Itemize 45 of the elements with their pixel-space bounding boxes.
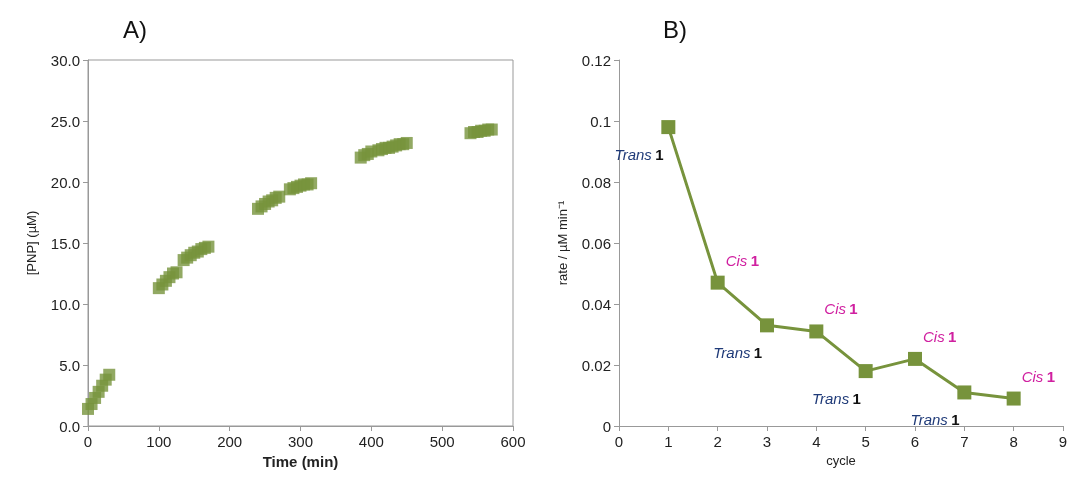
y-tick-label: 0.12 — [581, 51, 611, 69]
annotation: Trans 1 — [713, 344, 763, 362]
x-tick-label: 4 — [812, 433, 821, 450]
annotation: Cis 1 — [923, 327, 957, 345]
x-tick-label: 400 — [358, 433, 384, 450]
x-tick-label: 0 — [614, 433, 624, 450]
x-tick-label: 6 — [910, 433, 920, 450]
y-tick-label: 0.02 — [581, 356, 611, 374]
x-axis-title: cycle — [826, 453, 856, 468]
y-tick-label: 25.0 — [50, 112, 80, 130]
annotation: Cis 1 — [824, 300, 858, 318]
annotation: Trans 1 — [614, 146, 664, 164]
y-tick-label: 15.0 — [50, 234, 80, 252]
y-tick-label: 20.0 — [50, 173, 80, 191]
x-tick-label: 100 — [146, 433, 172, 450]
annotation: Cis 1 — [1021, 367, 1056, 385]
x-tick-label: 2 — [713, 433, 722, 450]
annotation: Trans 1 — [910, 411, 960, 429]
annotation: Trans 1 — [811, 390, 861, 408]
x-tick-label: 600 — [500, 433, 526, 450]
x-tick-label: 9 — [1058, 433, 1068, 450]
y-tick-label: 0.0 — [59, 417, 80, 435]
annotation: Cis 1 — [725, 251, 760, 269]
x-tick-label: 500 — [429, 433, 455, 450]
x-tick-label: 8 — [1009, 433, 1018, 450]
y-tick-label: 10.0 — [50, 295, 80, 313]
x-axis-title: Time (min) — [262, 453, 339, 470]
chart-title: A) — [123, 15, 147, 43]
x-tick-label: 3 — [762, 433, 772, 450]
y-axis-title: [PNP] (µM) — [24, 210, 39, 276]
y-tick-label: 0.1 — [590, 112, 611, 130]
x-tick-label: 300 — [287, 433, 314, 450]
y-axis-title: rate / µM min⁻¹ — [555, 200, 570, 286]
x-tick-label: 7 — [960, 433, 969, 450]
y-tick-label: 0.06 — [581, 234, 611, 252]
y-tick-label: 0 — [602, 417, 611, 435]
chart-title: B) — [663, 15, 687, 43]
x-tick-label: 200 — [217, 433, 243, 450]
x-tick-label: 5 — [861, 433, 870, 450]
y-tick-label: 0.08 — [581, 173, 611, 191]
x-tick-label: 1 — [664, 433, 673, 450]
x-tick-label: 0 — [83, 433, 93, 450]
y-tick-label: 5.0 — [59, 356, 80, 374]
y-tick-label: 0.04 — [581, 295, 611, 313]
y-tick-label: 30.0 — [50, 51, 80, 69]
